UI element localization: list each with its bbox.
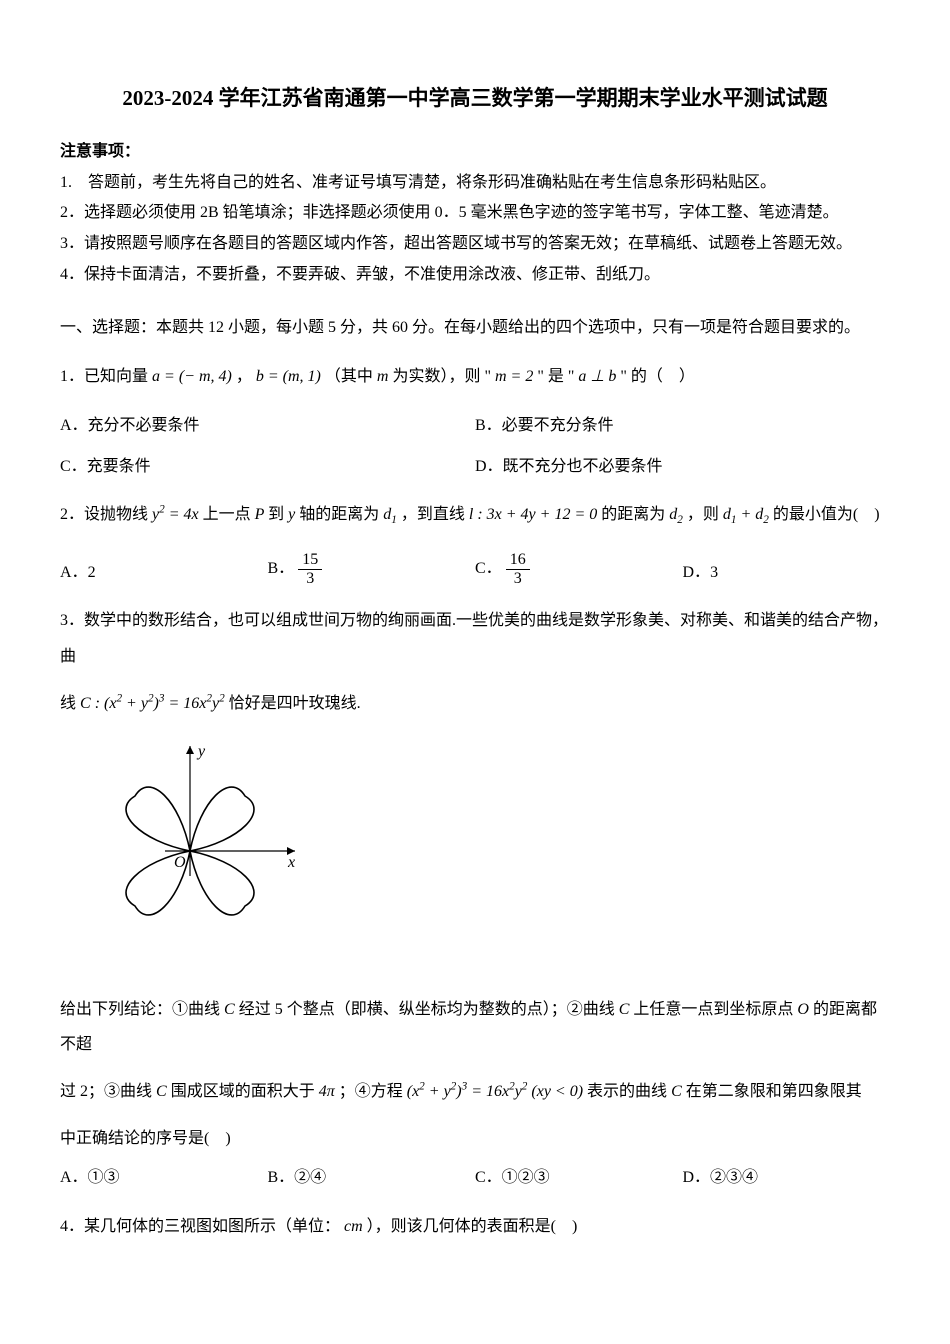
q1-option-b: B．必要不充分条件 — [475, 412, 890, 441]
rose-petal-1 — [190, 787, 254, 851]
q2-parabola: y2 = 4x — [152, 506, 203, 523]
rose-curve-svg: x y O — [80, 741, 300, 961]
q3-p3-t1: 经过 5 个整点（即横、纵坐标均为整数的点）；②曲线 — [239, 1001, 615, 1018]
question-4: 4．某几何体的三视图如图所示（单位： cm ），则该几何体的表面积是( ) — [60, 1209, 890, 1244]
q2-option-d: D．3 — [683, 559, 891, 588]
q3-p1: 3．数学中的数形结合，也可以组成世间万物的绚丽画面.一些优美的曲线是数学形象美、… — [60, 603, 890, 673]
q2-t6: ，则 — [687, 506, 719, 523]
q2-d1: d1 — [383, 506, 401, 523]
question-2: 2．设抛物线 y2 = 4x 上一点 P 到 y 轴的距离为 d1 ，到直线 l… — [60, 497, 890, 587]
q1-sep1: ， — [236, 368, 252, 385]
q3-c1: C — [224, 1001, 235, 1018]
notice-item: 3．请按照题号顺序在各题目的答题区域内作答，超出答题区域书写的答案无效；在草稿纸… — [60, 230, 890, 259]
exam-title: 2023-2024 学年江苏省南通第一中学高三数学第一学期期末学业水平测试试题 — [60, 80, 890, 118]
notice-item: 4．保持卡面清洁，不要折叠，不要弄破、弄皱，不准使用涂改液、修正带、刮纸刀。 — [60, 261, 890, 290]
notice-item: 1. 答题前，考生先将自己的姓名、准考证号填写清楚，将条形码准确粘贴在考生信息条… — [60, 169, 890, 198]
q2-line-l: l : 3x + 4y + 12 = 0 — [469, 506, 601, 523]
q1-sep5: " 的（ ） — [620, 368, 695, 385]
q3-option-a: A．①③ — [60, 1164, 268, 1193]
q3-eq2: (x2 + y2)3 = 16x2y2 (xy < 0) — [407, 1083, 587, 1100]
q3-option-d: D．②③④ — [683, 1164, 891, 1193]
q2-d2: d2 — [669, 506, 687, 523]
q3-p2-suffix: 恰好是四叶玫瑰线. — [229, 695, 361, 712]
q2-t3: 轴的距离为 — [299, 506, 379, 523]
q4-unit: cm — [344, 1218, 363, 1235]
q3-p5: 中正确结论的序号是( ) — [60, 1121, 890, 1156]
q1-m: m — [377, 368, 393, 385]
y-axis-label: y — [196, 743, 206, 760]
q3-curve-eq: C : (x2 + y2)3 = 16x2y2 — [80, 695, 229, 712]
q3-p3-prefix: 给出下列结论：①曲线 — [60, 1001, 220, 1018]
q2-t5: 的距离为 — [601, 506, 665, 523]
q1-sep4: " 是 " — [537, 368, 574, 385]
q3-c2: C — [619, 1001, 630, 1018]
q3-p4-t3: 表示的曲线 — [587, 1083, 667, 1100]
q2-t4: ，到直线 — [401, 506, 465, 523]
q3-p4-t4: 在第二象限和第四象限其 — [686, 1083, 862, 1100]
q1-cond2: a ⊥ b — [578, 368, 620, 385]
q1-vec-b: b = (m, 1) — [256, 368, 325, 385]
q3-p4-t2: ；④方程 — [339, 1083, 403, 1100]
q1-option-d: D．既不充分也不必要条件 — [475, 453, 890, 482]
section-heading: 一、选择题：本题共 12 小题，每小题 5 分，共 60 分。在每小题给出的四个… — [60, 314, 890, 343]
q2-sum: d1 + d2 — [723, 506, 773, 523]
q1-vec-a: a = (− m, 4) — [152, 368, 232, 385]
q2-t2: 到 — [268, 506, 284, 523]
q2-prefix: 2．设抛物线 — [60, 506, 148, 523]
q3-p4-t1: 围成区域的面积大于 — [171, 1083, 315, 1100]
q3-p4-c1: C — [156, 1083, 167, 1100]
q2-point-p: P — [255, 506, 268, 523]
q2-option-b: B． 153 — [268, 551, 476, 587]
q3-p3-t2: 上任意一点到坐标原点 — [633, 1001, 793, 1018]
question-3: 3．数学中的数形结合，也可以组成世间万物的绚丽画面.一些优美的曲线是数学形象美、… — [60, 603, 890, 1193]
q1-option-c: C．充要条件 — [60, 453, 475, 482]
q2-option-c: C． 163 — [475, 551, 683, 587]
q2-y-axis: y — [288, 506, 299, 523]
rose-petal-2 — [126, 787, 190, 851]
q3-4pi: 4π — [319, 1083, 339, 1100]
q1-option-a: A．充分不必要条件 — [60, 412, 475, 441]
question-1: 1．已知向量 a = (− m, 4) ， b = (m, 1) （其中 m 为… — [60, 359, 890, 482]
q3-p4-prefix: 过 2；③曲线 — [60, 1083, 152, 1100]
q3-p4-c2: C — [671, 1083, 682, 1100]
rose-petal-4 — [190, 851, 254, 915]
q3-o: O — [797, 1001, 809, 1018]
x-axis-label: x — [287, 854, 295, 871]
notice-item: 2．选择题必须使用 2B 铅笔填涂；非选择题必须使用 0．5 毫米黑色字迹的签字… — [60, 199, 890, 228]
q3-p2-prefix: 线 — [60, 695, 76, 712]
q1-cond1: m = 2 — [495, 368, 537, 385]
rose-curve-figure: x y O — [80, 741, 890, 972]
q2-t7: 的最小值为( ) — [773, 506, 880, 523]
q4-suffix: ），则该几何体的表面积是( ) — [367, 1218, 578, 1235]
q1-sep2: （其中 — [325, 368, 373, 385]
y-axis-arrow — [186, 746, 194, 754]
q4-prefix: 4．某几何体的三视图如图所示（单位： — [60, 1218, 340, 1235]
q1-prefix: 1．已知向量 — [60, 368, 148, 385]
origin-label: O — [174, 854, 186, 871]
q2-option-a: A．2 — [60, 559, 268, 588]
q1-sep3: 为实数），则 " — [392, 368, 491, 385]
q2-t1: 上一点 — [203, 506, 251, 523]
q3-option-b: B．②④ — [268, 1164, 476, 1193]
q3-option-c: C．①②③ — [475, 1164, 683, 1193]
notice-heading: 注意事项： — [60, 138, 890, 167]
